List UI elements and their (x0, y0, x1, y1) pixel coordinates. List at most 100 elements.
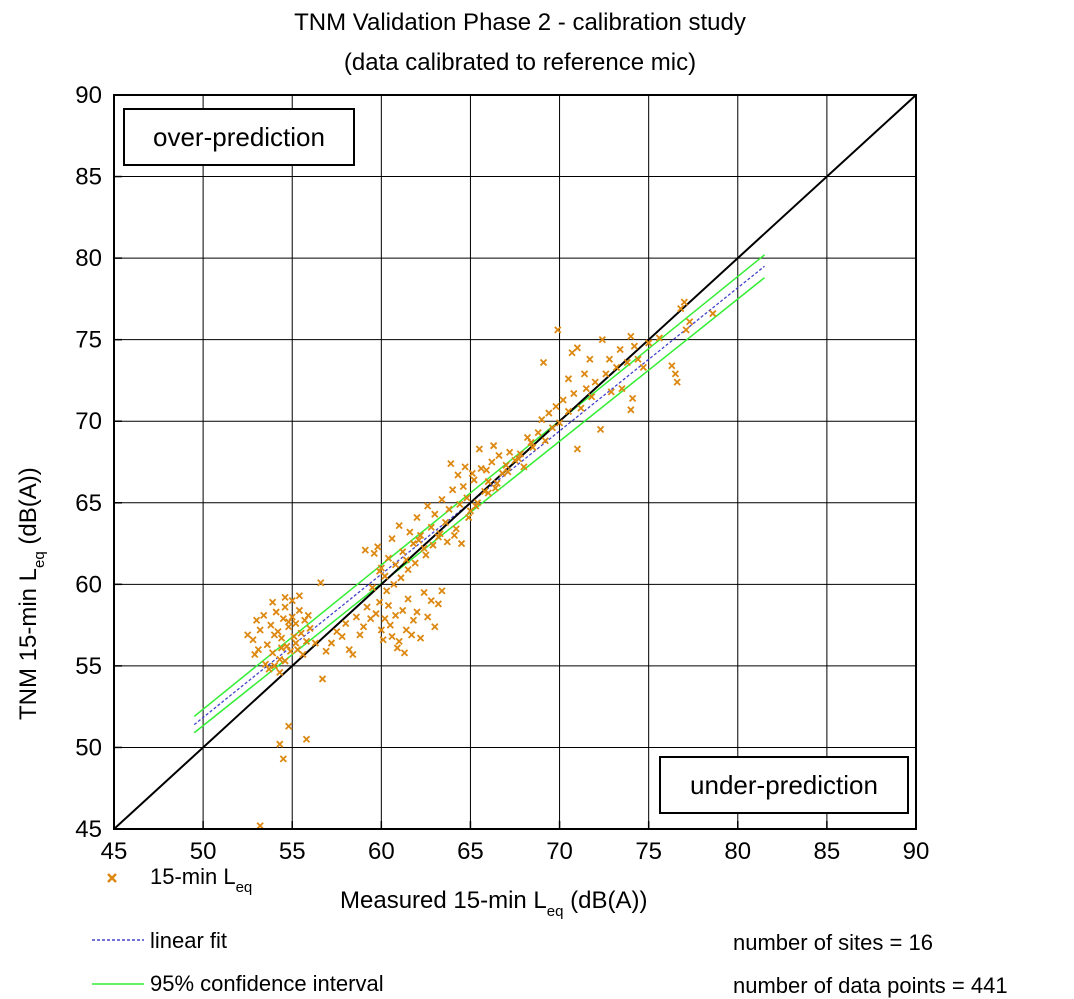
legend-scatter-sub: eq (236, 879, 253, 896)
data-point-40 (288, 597, 296, 605)
data-point-22 (286, 647, 295, 655)
data-point-25 (292, 619, 300, 628)
data-point-198 (580, 370, 589, 378)
data-point-114 (459, 482, 467, 491)
y-tick-label-85: 85 (75, 164, 102, 191)
data-point-132 (422, 551, 430, 559)
data-point-192 (680, 298, 688, 306)
data-point-39 (254, 645, 262, 654)
x-tick-label-50: 50 (190, 838, 217, 865)
data-point-137 (457, 539, 466, 548)
data-point-181 (627, 332, 635, 341)
x-tick-label-60: 60 (368, 838, 395, 865)
data-point-67 (379, 636, 387, 644)
data-point-111 (448, 486, 457, 494)
data-point-163 (570, 389, 578, 398)
data-point-139 (461, 463, 469, 471)
data-point-97 (399, 548, 407, 556)
data-point-99 (406, 528, 414, 536)
data-point-188 (668, 362, 676, 370)
data-point-56 (345, 645, 353, 654)
x-tick-label-85: 85 (814, 838, 841, 865)
data-point-38 (251, 650, 259, 659)
data-point-105 (427, 523, 435, 531)
data-point-104 (424, 502, 432, 510)
y-tick-label-90: 90 (75, 82, 102, 109)
data-point-195 (686, 318, 694, 326)
data-point-168 (591, 378, 599, 386)
data-point-166 (582, 384, 590, 393)
data-point-203 (514, 455, 523, 463)
data-point-182 (628, 394, 637, 403)
data-point-77 (407, 631, 416, 639)
data-point-130 (520, 463, 528, 471)
data-point-5 (244, 631, 252, 639)
y-tick-label-50: 50 (75, 734, 102, 761)
data-point-175 (568, 349, 576, 357)
data-point-193 (682, 326, 690, 334)
data-point-20 (283, 642, 291, 650)
data-point-178 (598, 336, 606, 344)
data-point-90 (374, 543, 382, 551)
under-prediction-label: under-prediction (690, 770, 878, 800)
data-point-185 (634, 355, 642, 363)
data-point-12 (268, 649, 277, 657)
data-point-109 (441, 518, 450, 526)
data-point-151 (361, 546, 369, 554)
data-point-75 (402, 626, 410, 634)
x-tick-label-90: 90 (903, 838, 930, 865)
legend-label-linear-fit: linear fit (150, 928, 227, 953)
legend-marker-scatter (107, 873, 117, 883)
data-point-83 (427, 597, 435, 605)
data-point-202 (504, 468, 512, 476)
data-point-47 (306, 624, 314, 633)
data-point-37 (281, 657, 289, 665)
legend: 15-min Leq linear fit 95% confidence int… (92, 864, 384, 996)
data-point-71 (388, 632, 396, 641)
y-tick-label-65: 65 (75, 490, 102, 517)
data-point-156 (541, 437, 549, 445)
data-point-19 (281, 603, 289, 611)
data-point-108 (438, 495, 446, 504)
data-point-48 (311, 639, 320, 647)
data-point-85 (434, 600, 443, 608)
y-tick-label-75: 75 (75, 327, 102, 354)
data-point-122 (488, 458, 496, 466)
data-point-94 (388, 535, 396, 543)
data-point-3 (285, 722, 293, 730)
data-point-42 (295, 592, 303, 600)
data-point-184 (630, 342, 639, 350)
data-point-11 (267, 621, 275, 629)
y-axis-label: TNM 15-min Leq (dB(A)) (15, 467, 48, 720)
y-tick-label-60: 60 (75, 571, 102, 598)
data-point-41 (281, 593, 289, 602)
data-point-27 (295, 606, 303, 615)
data-point-0 (256, 822, 264, 830)
data-point-125 (498, 469, 507, 478)
data-point-126 (502, 461, 510, 469)
data-point-165 (577, 404, 585, 412)
data-point-116 (466, 507, 475, 515)
data-point-103 (420, 544, 428, 553)
data-point-61 (363, 603, 371, 611)
data-point-1 (279, 755, 287, 763)
data-point-129 (516, 450, 524, 458)
data-point-204 (527, 438, 535, 447)
x-axis-label: Measured 15-min Leq (dB(A)) (340, 887, 647, 920)
data-point-115 (463, 494, 471, 502)
identity-line (113, 94, 917, 830)
data-point-161 (559, 396, 567, 404)
under-prediction-frame (659, 756, 909, 814)
data-point-26 (293, 645, 302, 654)
x-axis-label-tail: (dB(A)) (563, 887, 647, 914)
data-point-200 (616, 345, 624, 354)
data-point-66 (377, 626, 385, 634)
data-point-123 (491, 484, 500, 492)
data-point-80 (416, 634, 425, 642)
data-point-17 (277, 634, 286, 642)
data-point-2 (276, 740, 284, 748)
data-point-44 (285, 618, 293, 626)
data-point-92 (381, 572, 389, 580)
data-point-157 (545, 409, 553, 417)
